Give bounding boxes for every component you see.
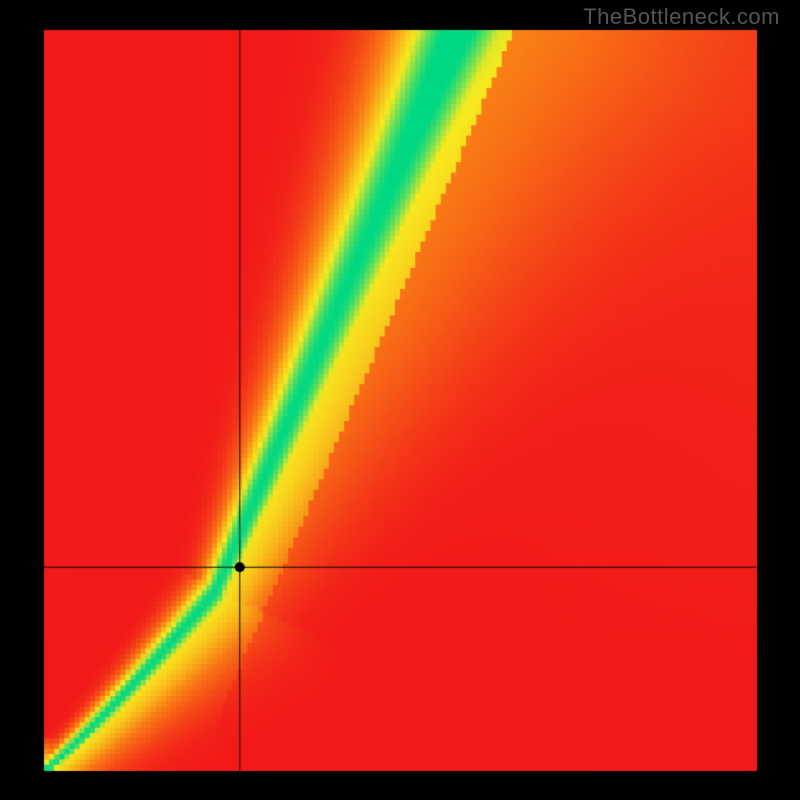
chart-container: TheBottleneck.com: [0, 0, 800, 800]
bottleneck-heatmap: [0, 0, 800, 800]
watermark-text: TheBottleneck.com: [583, 4, 780, 30]
